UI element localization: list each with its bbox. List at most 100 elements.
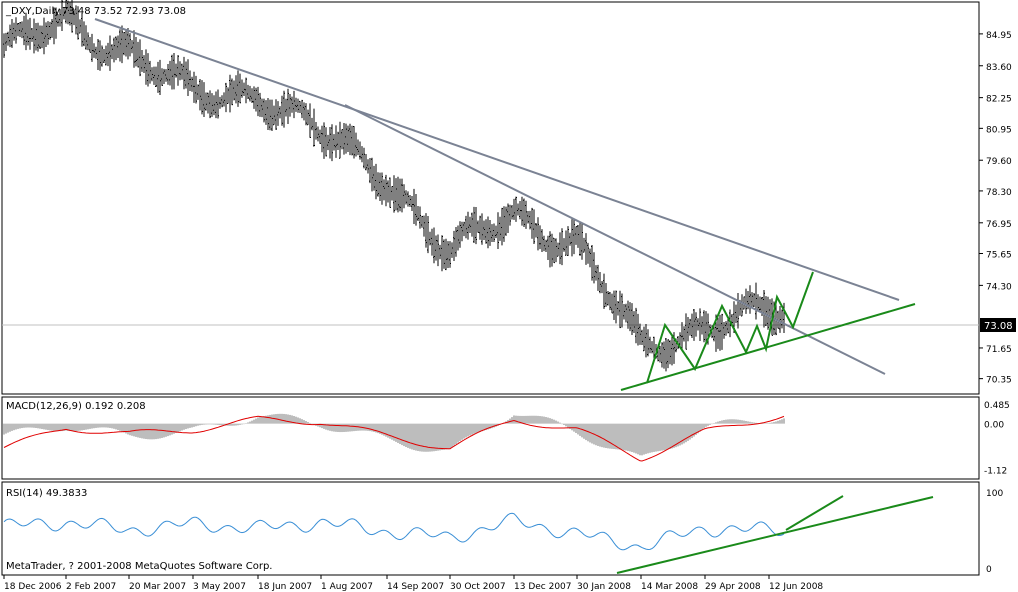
macd-bar [477,423,479,433]
price-bar [299,100,301,114]
macd-bar [235,423,237,426]
macd-bar [549,418,551,424]
price-bar [415,193,417,226]
price-bar [281,95,283,126]
price-bar [187,59,189,97]
macd-bar [469,423,471,436]
price-bar [89,37,91,53]
price-bar [205,92,207,111]
price-bar [549,231,551,268]
price-bar [9,24,11,48]
macd-bar [483,423,485,431]
price-bar [329,127,331,159]
rsi-support-trendline[interactable] [616,496,934,574]
macd-bar [455,423,457,445]
price-bar [259,92,261,117]
price-bar [539,225,541,250]
macd-bar [399,423,401,445]
macd-panel[interactable] [1,396,980,480]
macd-bar [157,423,159,439]
price-bar [161,68,163,86]
price-bar [439,244,441,260]
macd-bar [481,423,483,432]
price-bar [649,336,651,354]
macd-bar [387,423,389,438]
macd-bar [727,419,729,424]
macd-bar [351,423,353,432]
price-bar [717,317,719,349]
price-bar [553,237,555,264]
macd-bar [421,423,423,452]
price-bar [603,273,605,309]
price-bar [129,33,131,57]
price-bar [151,67,153,82]
macd-bar [783,418,785,424]
rsi-breakout-line[interactable] [785,495,844,531]
price-bar [231,78,233,106]
price-bar [211,93,213,117]
macd-bar [709,423,711,425]
wave-pattern-line[interactable] [646,271,814,384]
macd-bar [251,420,253,424]
macd-bar [199,423,201,426]
macd-bar [53,423,55,431]
price-bar [519,200,521,220]
price-bar [417,206,419,222]
price-bar [347,125,349,152]
date-axis: 18 Dec 2006 2 Feb 2007 20 Mar 2007 3 May 20… [3,575,823,592]
price-bar [105,45,107,66]
macd-bar [97,423,99,428]
price-bar [557,242,559,257]
support-trendline[interactable] [620,303,916,391]
macd-tick-label: 0.485 [984,401,1010,411]
macd-bar [39,423,41,429]
lower-resistance-trendline[interactable] [344,104,886,375]
price-bar [575,226,577,245]
macd-bar [67,423,69,431]
price-bar [461,221,463,242]
macd-bar [63,423,65,431]
macd-tick-label: 0.00 [984,421,1004,431]
rsi-tick-label: 100 [986,489,1003,499]
price-bar [37,22,39,52]
macd-bar [381,423,383,435]
price-bar [541,229,543,252]
price-bar [443,239,445,269]
price-bar [117,35,119,59]
price-bar [435,235,437,261]
macd-bar [185,423,187,430]
price-tick-label: 71.65 [986,345,1012,355]
price-bar [201,80,203,115]
price-bar [221,95,223,108]
price-bar [567,226,569,257]
price-bar [219,96,221,109]
macd-bar [181,423,183,431]
macd-bar [205,423,207,425]
upper-resistance-trendline[interactable] [94,18,900,301]
macd-bar [341,423,343,433]
price-bar [29,17,31,50]
price-bar [191,76,193,92]
price-bar [355,132,357,157]
macd-bar [671,423,673,449]
main-panel[interactable] [1,1,980,395]
price-bar [207,92,209,114]
price-bar [607,290,609,306]
price-bar [685,313,687,350]
price-bar [83,21,85,47]
price-bar [667,339,669,369]
price-bar [481,213,483,245]
price-bar [369,158,371,184]
price-bar [403,184,405,209]
date-tick-label: 1 Aug 2007 [321,582,373,592]
price-bar [115,36,117,61]
rsi-panel[interactable] [1,481,980,576]
price-bar [271,99,273,132]
macd-bar [589,423,591,443]
macd-bar [333,423,335,432]
macd-bar [403,423,405,447]
macd-bar [717,421,719,424]
macd-bar [625,423,627,451]
price-bar [663,341,665,369]
price-bar [401,178,403,213]
